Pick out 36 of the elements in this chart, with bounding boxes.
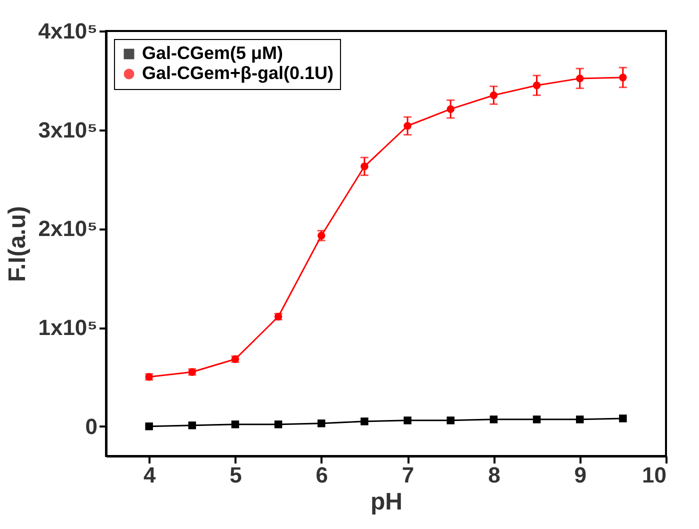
y-tick-label: 4x10⁵: [38, 18, 98, 44]
point: [188, 421, 196, 430]
y-tick-label: 1x10⁵: [38, 315, 98, 340]
x-tick-label: 8: [488, 462, 500, 488]
x-tick-label: 7: [402, 462, 414, 488]
point: [145, 422, 153, 430]
point: [490, 416, 498, 424]
y-tick-label: 2x10⁵: [38, 216, 98, 242]
point: [490, 91, 498, 100]
x-tick-label: 6: [316, 462, 328, 488]
point: [360, 162, 368, 170]
point: [446, 416, 454, 424]
x-tick-label: 4: [143, 462, 156, 488]
y-tick-label: 0: [85, 414, 98, 439]
point: [576, 74, 584, 82]
point: [532, 81, 541, 90]
x-axis-title: pH: [370, 488, 402, 516]
point: [231, 420, 240, 428]
point: [404, 416, 412, 424]
x-tick-label: 9: [574, 462, 586, 488]
x-tick-label: 5: [230, 462, 242, 488]
point: [619, 74, 627, 82]
point: [576, 416, 584, 424]
point: [404, 122, 412, 130]
x-tick-label: 10: [642, 462, 666, 488]
point: [318, 232, 326, 240]
point: [446, 105, 454, 113]
point: [274, 420, 282, 428]
point: [360, 418, 368, 426]
legend-label: Gal-CGem+β-gal(0.1U): [142, 63, 334, 83]
legend-label: Gal-CGem(5 μM): [142, 43, 284, 63]
point: [318, 420, 326, 428]
y-tick-label: 3x10⁵: [38, 117, 98, 142]
point: [532, 416, 541, 424]
point: [619, 414, 627, 422]
y-axis-title: F.I(a.u): [4, 206, 32, 282]
